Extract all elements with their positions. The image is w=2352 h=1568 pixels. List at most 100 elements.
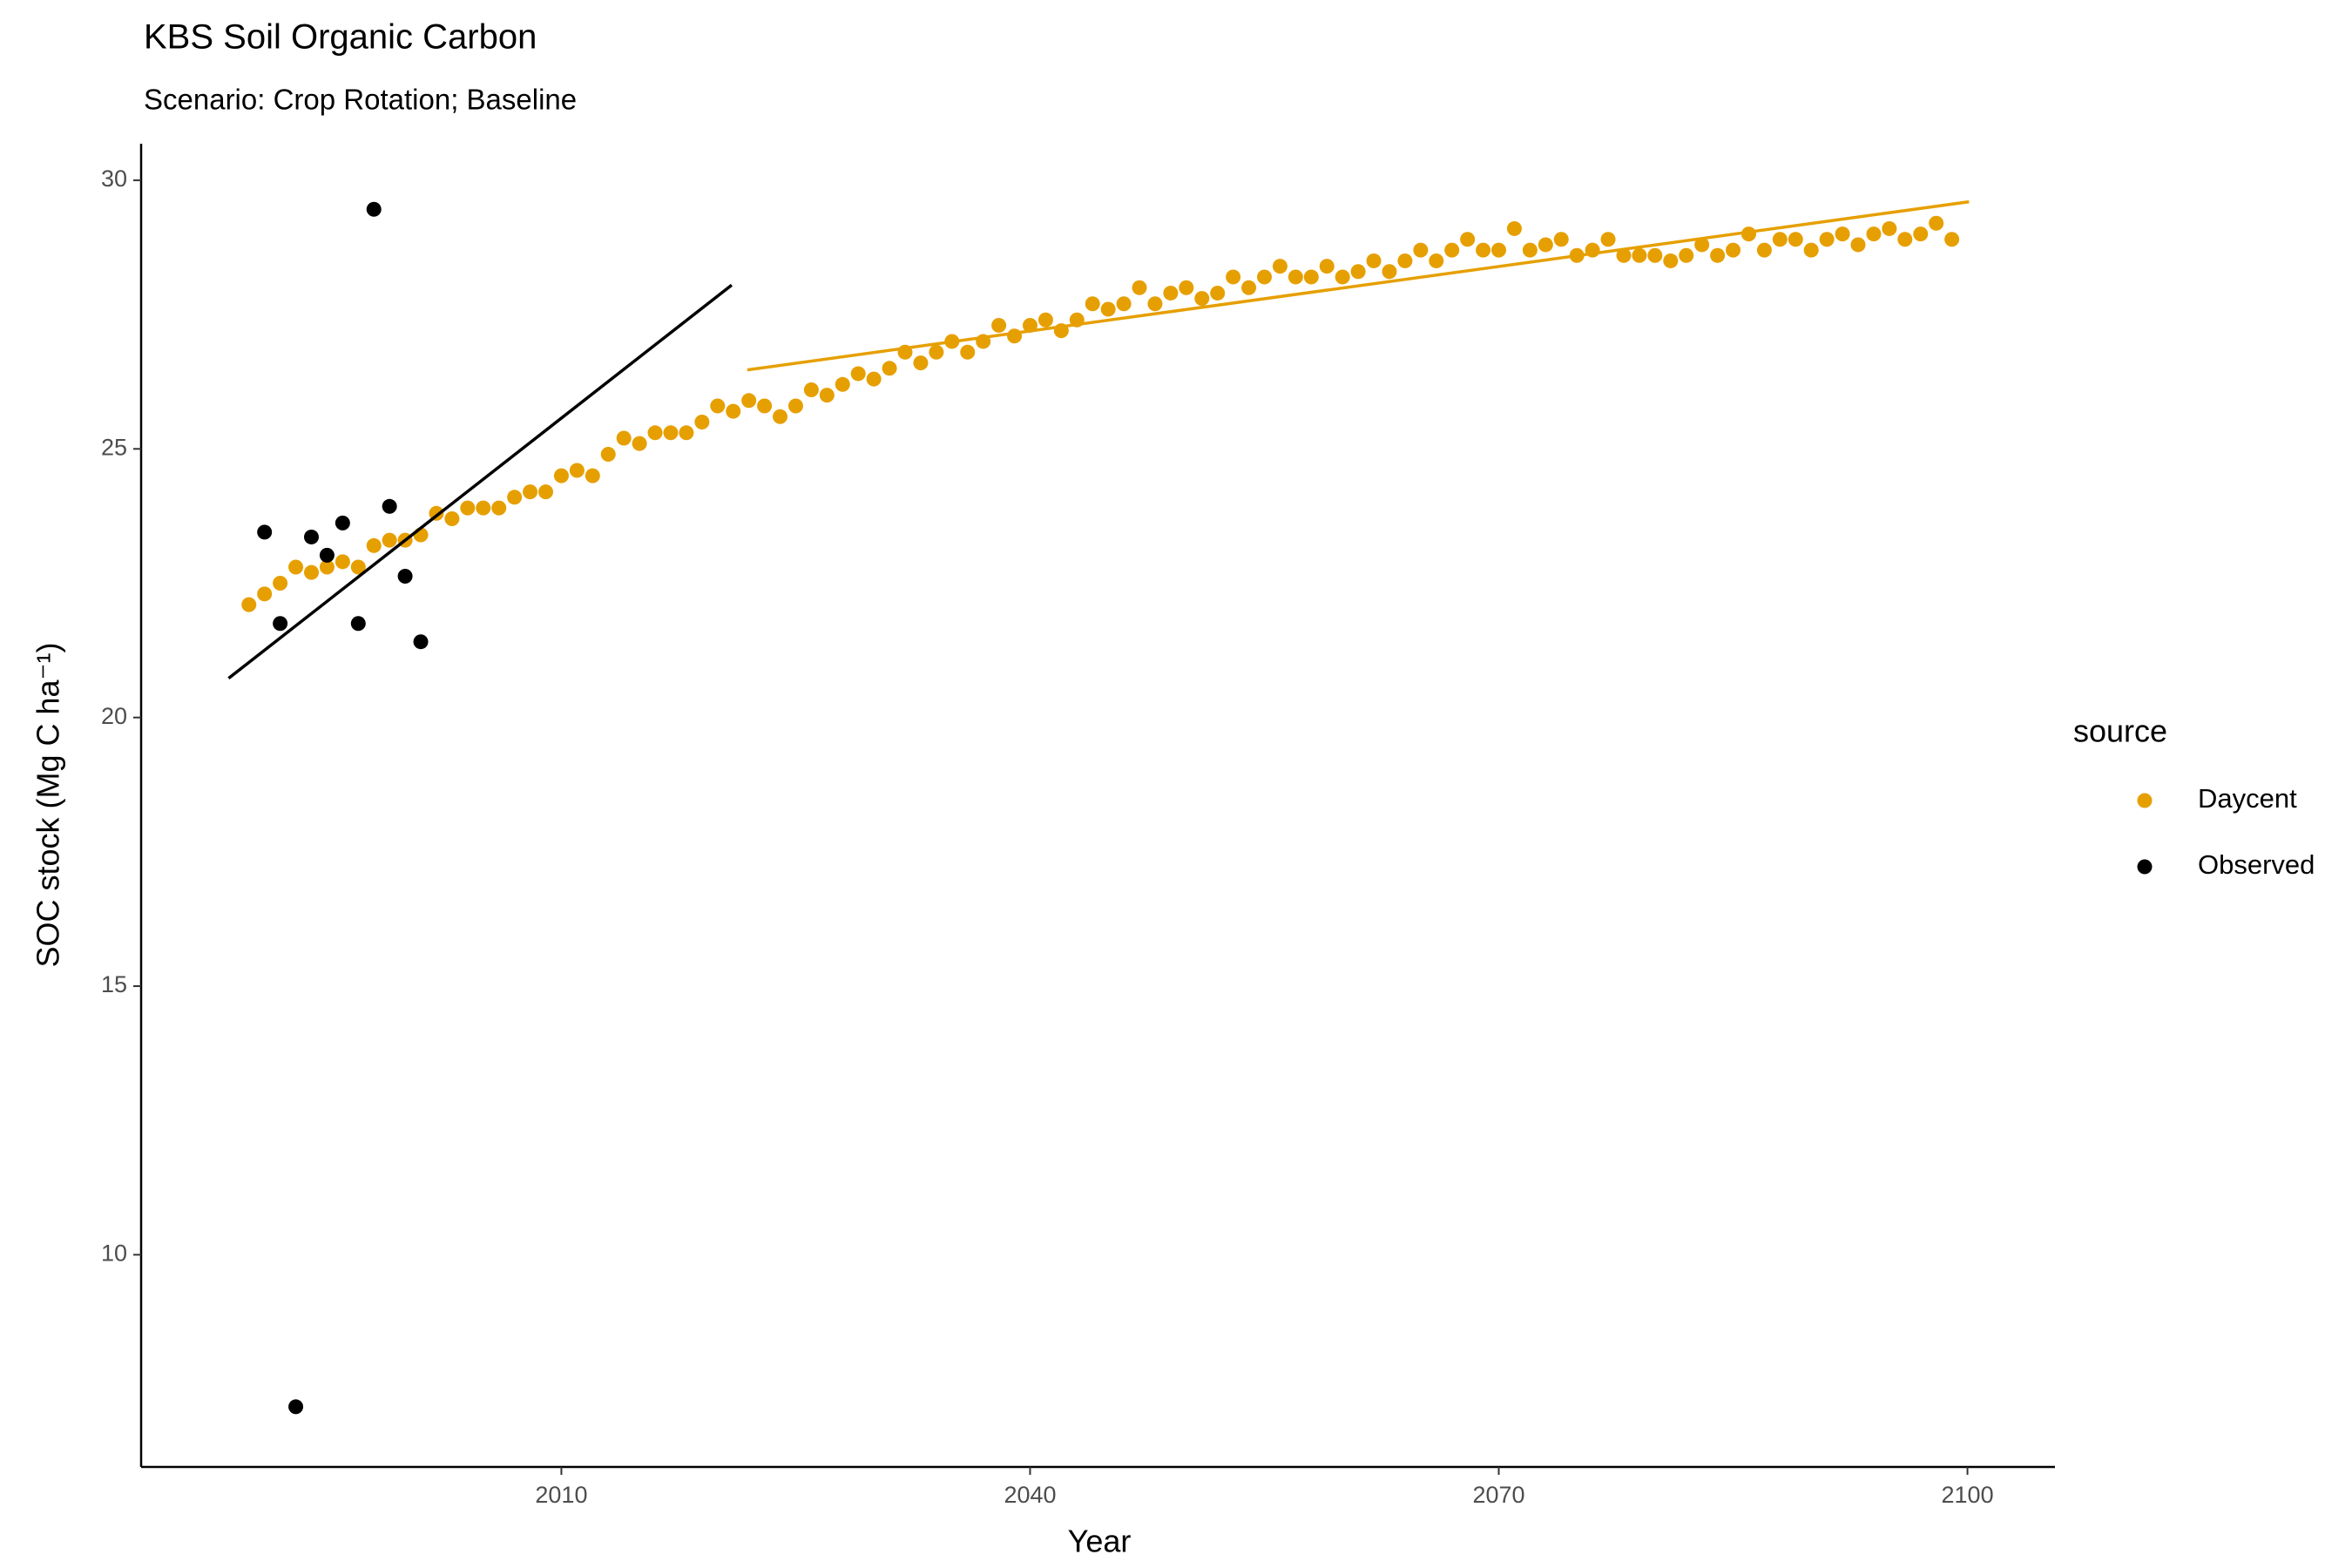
x-tick-label: 2070 (1472, 1482, 1524, 1508)
data-point (273, 575, 288, 591)
data-point (1929, 215, 1944, 231)
data-point (1694, 237, 1710, 253)
data-point (1210, 285, 1226, 301)
data-point (710, 398, 726, 414)
data-point (523, 484, 538, 500)
data-point (585, 468, 600, 483)
data-point (1257, 269, 1273, 285)
data-point (1194, 291, 1210, 307)
data-point (1226, 269, 1241, 285)
data-point (273, 616, 288, 632)
y-tick-label: 10 (101, 1240, 127, 1267)
data-point (335, 515, 350, 531)
data-point (1819, 232, 1835, 247)
data-point (991, 317, 1007, 333)
data-point (1163, 285, 1179, 301)
data-point (303, 529, 319, 544)
data-point (929, 344, 944, 360)
data-point (726, 403, 741, 419)
data-point (1335, 269, 1350, 285)
data-point (1147, 296, 1163, 312)
data-point (507, 490, 523, 505)
data-point (1788, 232, 1803, 247)
data-point (460, 500, 476, 516)
data-point (1772, 232, 1788, 247)
data-point (850, 366, 866, 382)
data-point (1476, 242, 1491, 258)
chart-title: KBS Soil Organic Carbon (144, 18, 537, 57)
data-point (241, 597, 257, 612)
data-point (1726, 242, 1741, 258)
data-point (632, 436, 647, 451)
y-tick-label: 25 (101, 434, 127, 460)
data-point (1553, 232, 1569, 247)
legend-marker (2137, 793, 2153, 808)
data-point (882, 361, 897, 376)
data-point (1037, 312, 1053, 328)
data-point (1632, 247, 1647, 263)
data-point (1506, 220, 1522, 236)
data-point (663, 425, 679, 441)
data-point (491, 500, 507, 516)
data-point (366, 537, 382, 553)
data-point (1100, 301, 1116, 317)
data-point (1803, 242, 1819, 258)
data-point (1366, 253, 1382, 268)
chart-subtitle: Scenario: Crop Rotation; Baseline (144, 84, 577, 116)
data-point (1647, 247, 1663, 263)
data-point (1460, 232, 1476, 247)
data-point (1866, 226, 1882, 242)
data-point (257, 524, 273, 540)
data-point (757, 398, 773, 414)
data-point (350, 559, 366, 575)
data-point (1319, 259, 1335, 274)
y-tick-label: 15 (101, 971, 127, 997)
data-point (382, 498, 397, 514)
data-point (913, 355, 929, 371)
data-point (679, 425, 694, 441)
data-point (413, 634, 429, 650)
data-point (366, 201, 382, 217)
data-point (1444, 242, 1460, 258)
data-point (569, 463, 585, 478)
data-point (600, 446, 616, 462)
data-point (1882, 220, 1897, 236)
data-point (1913, 226, 1929, 242)
data-point (819, 388, 835, 403)
y-tick-label: 30 (101, 166, 127, 192)
data-point (1616, 247, 1632, 263)
data-point (1679, 247, 1694, 263)
data-point (1850, 237, 1866, 253)
data-point (350, 616, 366, 632)
data-point (1538, 237, 1553, 253)
y-tick-label: 20 (101, 703, 127, 729)
trend-line (227, 283, 733, 680)
data-point (1897, 232, 1913, 247)
data-point (1710, 247, 1726, 263)
data-point (1756, 242, 1772, 258)
data-point (1429, 253, 1444, 268)
x-tick-label: 2040 (1004, 1482, 1056, 1508)
x-tick-label: 2010 (535, 1482, 587, 1508)
data-point (335, 554, 350, 570)
data-point (787, 398, 803, 414)
data-point (960, 344, 976, 360)
data-point (444, 510, 460, 526)
x-tick-label: 2100 (1942, 1482, 1994, 1508)
data-point (1179, 280, 1194, 295)
data-point (835, 376, 850, 392)
data-point (1413, 242, 1429, 258)
legend-label: Daycent (2198, 783, 2297, 814)
data-point (1835, 226, 1850, 242)
legend-label: Observed (2198, 849, 2315, 880)
data-point (1600, 232, 1616, 247)
data-point (647, 425, 663, 441)
data-point (553, 468, 569, 483)
data-point (1382, 264, 1397, 280)
data-point (1116, 296, 1132, 312)
data-point (257, 586, 273, 602)
data-point (538, 484, 554, 500)
data-point (616, 430, 632, 446)
data-point (1241, 280, 1257, 295)
